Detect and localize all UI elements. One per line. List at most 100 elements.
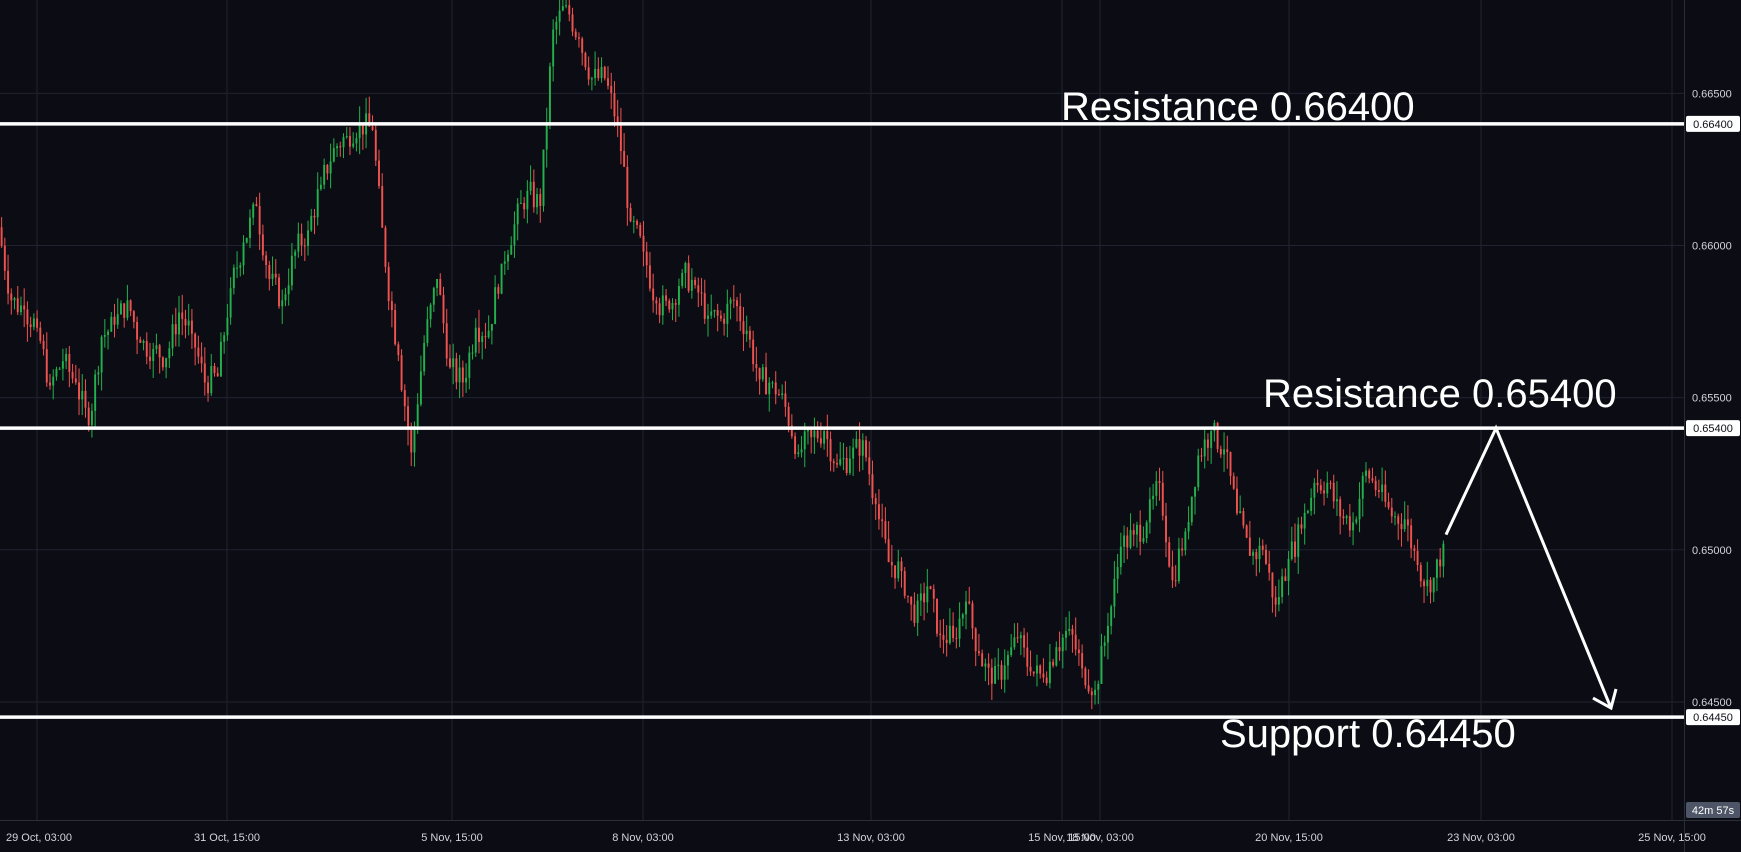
price-levels[interactable]: 0.66400 0.65400 0.64450 [0, 115, 1740, 726]
candle-body [926, 586, 929, 603]
candle-body [81, 390, 84, 400]
candle-body [284, 294, 287, 301]
candle-body [874, 498, 877, 505]
candle-body [790, 425, 793, 437]
candle-body [855, 439, 858, 448]
candle-body [429, 304, 432, 320]
candle-body [1410, 525, 1413, 549]
candle-body [877, 504, 880, 520]
candle-body [616, 116, 619, 124]
candle-body [1074, 634, 1077, 650]
candle-body [1226, 449, 1229, 453]
level-annotation: Support 0.64450 [1220, 712, 1516, 756]
candle-body [187, 320, 190, 326]
candle-body [132, 311, 135, 322]
candle-body [1136, 524, 1138, 535]
candle-body [1361, 475, 1364, 499]
candle-body [13, 298, 16, 301]
candle-body [171, 324, 174, 349]
candle-body [245, 238, 248, 243]
candle-body [981, 653, 984, 667]
candle-body [1016, 637, 1019, 639]
candle-body [461, 367, 464, 383]
candle-body [1113, 578, 1116, 607]
candle-body [323, 164, 326, 185]
candle-body [465, 377, 468, 383]
candle-body [645, 251, 648, 266]
candle-body [813, 430, 816, 438]
candle-body [761, 367, 764, 380]
candle-body [1065, 631, 1067, 638]
candle-body [668, 300, 671, 310]
candle-body [1342, 516, 1345, 519]
candle-body [1287, 558, 1290, 581]
candle-body [1029, 666, 1032, 672]
candle-body [113, 316, 116, 325]
candle-body [1345, 516, 1348, 519]
candle-body [242, 242, 245, 266]
candle-body [1239, 511, 1242, 514]
candle-body [1045, 677, 1048, 684]
candle-body [381, 186, 384, 228]
candle-body [1310, 497, 1313, 511]
candle-body [281, 300, 284, 307]
candle-body [742, 321, 745, 335]
candle-body [1010, 647, 1013, 656]
candle-body [1145, 522, 1148, 539]
candle-body [610, 85, 613, 94]
candle-body [136, 321, 139, 340]
candle-body [632, 220, 635, 222]
candle-body [555, 21, 558, 30]
candle-body [232, 267, 235, 289]
candle-body [126, 300, 129, 318]
candle-body [1281, 576, 1284, 598]
level-price-tag [1686, 420, 1740, 437]
candle-body [432, 287, 435, 305]
candle-body [78, 382, 80, 400]
candle-body [1019, 635, 1022, 639]
candle-body [42, 340, 45, 350]
candle-body [887, 539, 890, 562]
candle-body [807, 429, 809, 432]
candle-body [1294, 541, 1296, 557]
candle-body [1129, 530, 1132, 548]
candle-body [216, 373, 219, 377]
candle-body [971, 603, 974, 629]
candle-body [858, 439, 861, 456]
candle-body [1316, 482, 1319, 486]
candle-body [190, 320, 193, 334]
price-axis[interactable]: 0.64500 0.65000 0.65500 0.66000 0.66500 42m 5… [1686, 88, 1740, 818]
candle-body [229, 288, 232, 318]
candle-body [219, 341, 222, 377]
candle-body [436, 279, 439, 288]
candle-body [519, 202, 522, 204]
candle-body [1123, 535, 1126, 547]
candle-body [1203, 439, 1206, 457]
candle-body [1087, 685, 1090, 692]
candle-body [297, 233, 300, 252]
candle-body [994, 665, 997, 684]
candle-body [955, 638, 958, 640]
candle-body [74, 378, 77, 383]
candle-body [400, 355, 403, 391]
candle-body [839, 459, 842, 465]
candle-body [865, 440, 867, 458]
candle-body [1023, 635, 1026, 648]
candle-body [368, 113, 371, 127]
candle-body [58, 368, 61, 370]
candle-body [1255, 552, 1258, 560]
candle-body [1187, 522, 1190, 532]
candle-body [1355, 519, 1358, 523]
candle-body [387, 266, 390, 302]
candle-body [445, 323, 448, 359]
level-annotation: Resistance 0.66400 [1061, 85, 1415, 129]
candle-body [165, 358, 168, 368]
level-price-tag-label: 0.66400 [1693, 119, 1733, 131]
candle-body [55, 369, 58, 377]
candle-body [613, 93, 616, 117]
time-axis[interactable]: 29 Oct, 03:00 31 Oct, 15:00 5 Nov, 15:00 8 … [6, 832, 1706, 844]
candle-body [984, 663, 987, 667]
candle-body [526, 190, 529, 210]
candle-body [1100, 645, 1103, 684]
